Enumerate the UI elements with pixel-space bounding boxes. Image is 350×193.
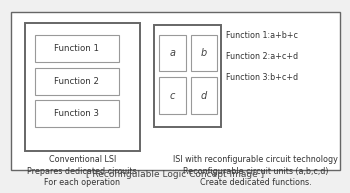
Text: Function 1: Function 1 bbox=[55, 44, 99, 53]
FancyBboxPatch shape bbox=[159, 77, 186, 114]
Text: Reconfigurable circuit units (a,b,c,d): Reconfigurable circuit units (a,b,c,d) bbox=[183, 167, 328, 176]
FancyBboxPatch shape bbox=[10, 12, 340, 170]
Text: Function 3:b+c+d: Function 3:b+c+d bbox=[226, 73, 298, 82]
Text: b: b bbox=[201, 48, 207, 58]
Text: Conventional LSI: Conventional LSI bbox=[49, 155, 116, 164]
Text: ISI with reconfigurable circuit technology: ISI with reconfigurable circuit technolo… bbox=[173, 155, 338, 164]
FancyBboxPatch shape bbox=[35, 100, 119, 127]
Text: Function 3: Function 3 bbox=[55, 109, 99, 118]
Text: c: c bbox=[170, 91, 175, 101]
FancyBboxPatch shape bbox=[35, 68, 119, 95]
FancyBboxPatch shape bbox=[191, 35, 217, 71]
Text: a: a bbox=[169, 48, 175, 58]
Text: Prepares dedicated circuits: Prepares dedicated circuits bbox=[27, 167, 137, 176]
Text: Function 1:a+b+c: Function 1:a+b+c bbox=[226, 31, 298, 40]
FancyBboxPatch shape bbox=[154, 25, 220, 127]
Text: Create dedicated functions.: Create dedicated functions. bbox=[200, 178, 311, 187]
FancyBboxPatch shape bbox=[35, 35, 119, 62]
Text: [ Reconfigulable Logic Concept Image ]: [ Reconfigulable Logic Concept Image ] bbox=[86, 170, 264, 179]
Text: Function 2: Function 2 bbox=[55, 77, 99, 85]
FancyBboxPatch shape bbox=[191, 77, 217, 114]
FancyBboxPatch shape bbox=[159, 35, 186, 71]
FancyBboxPatch shape bbox=[25, 23, 140, 151]
Text: d: d bbox=[201, 91, 207, 101]
Text: Function 2:a+c+d: Function 2:a+c+d bbox=[226, 52, 298, 61]
Text: For each operation: For each operation bbox=[44, 178, 120, 187]
